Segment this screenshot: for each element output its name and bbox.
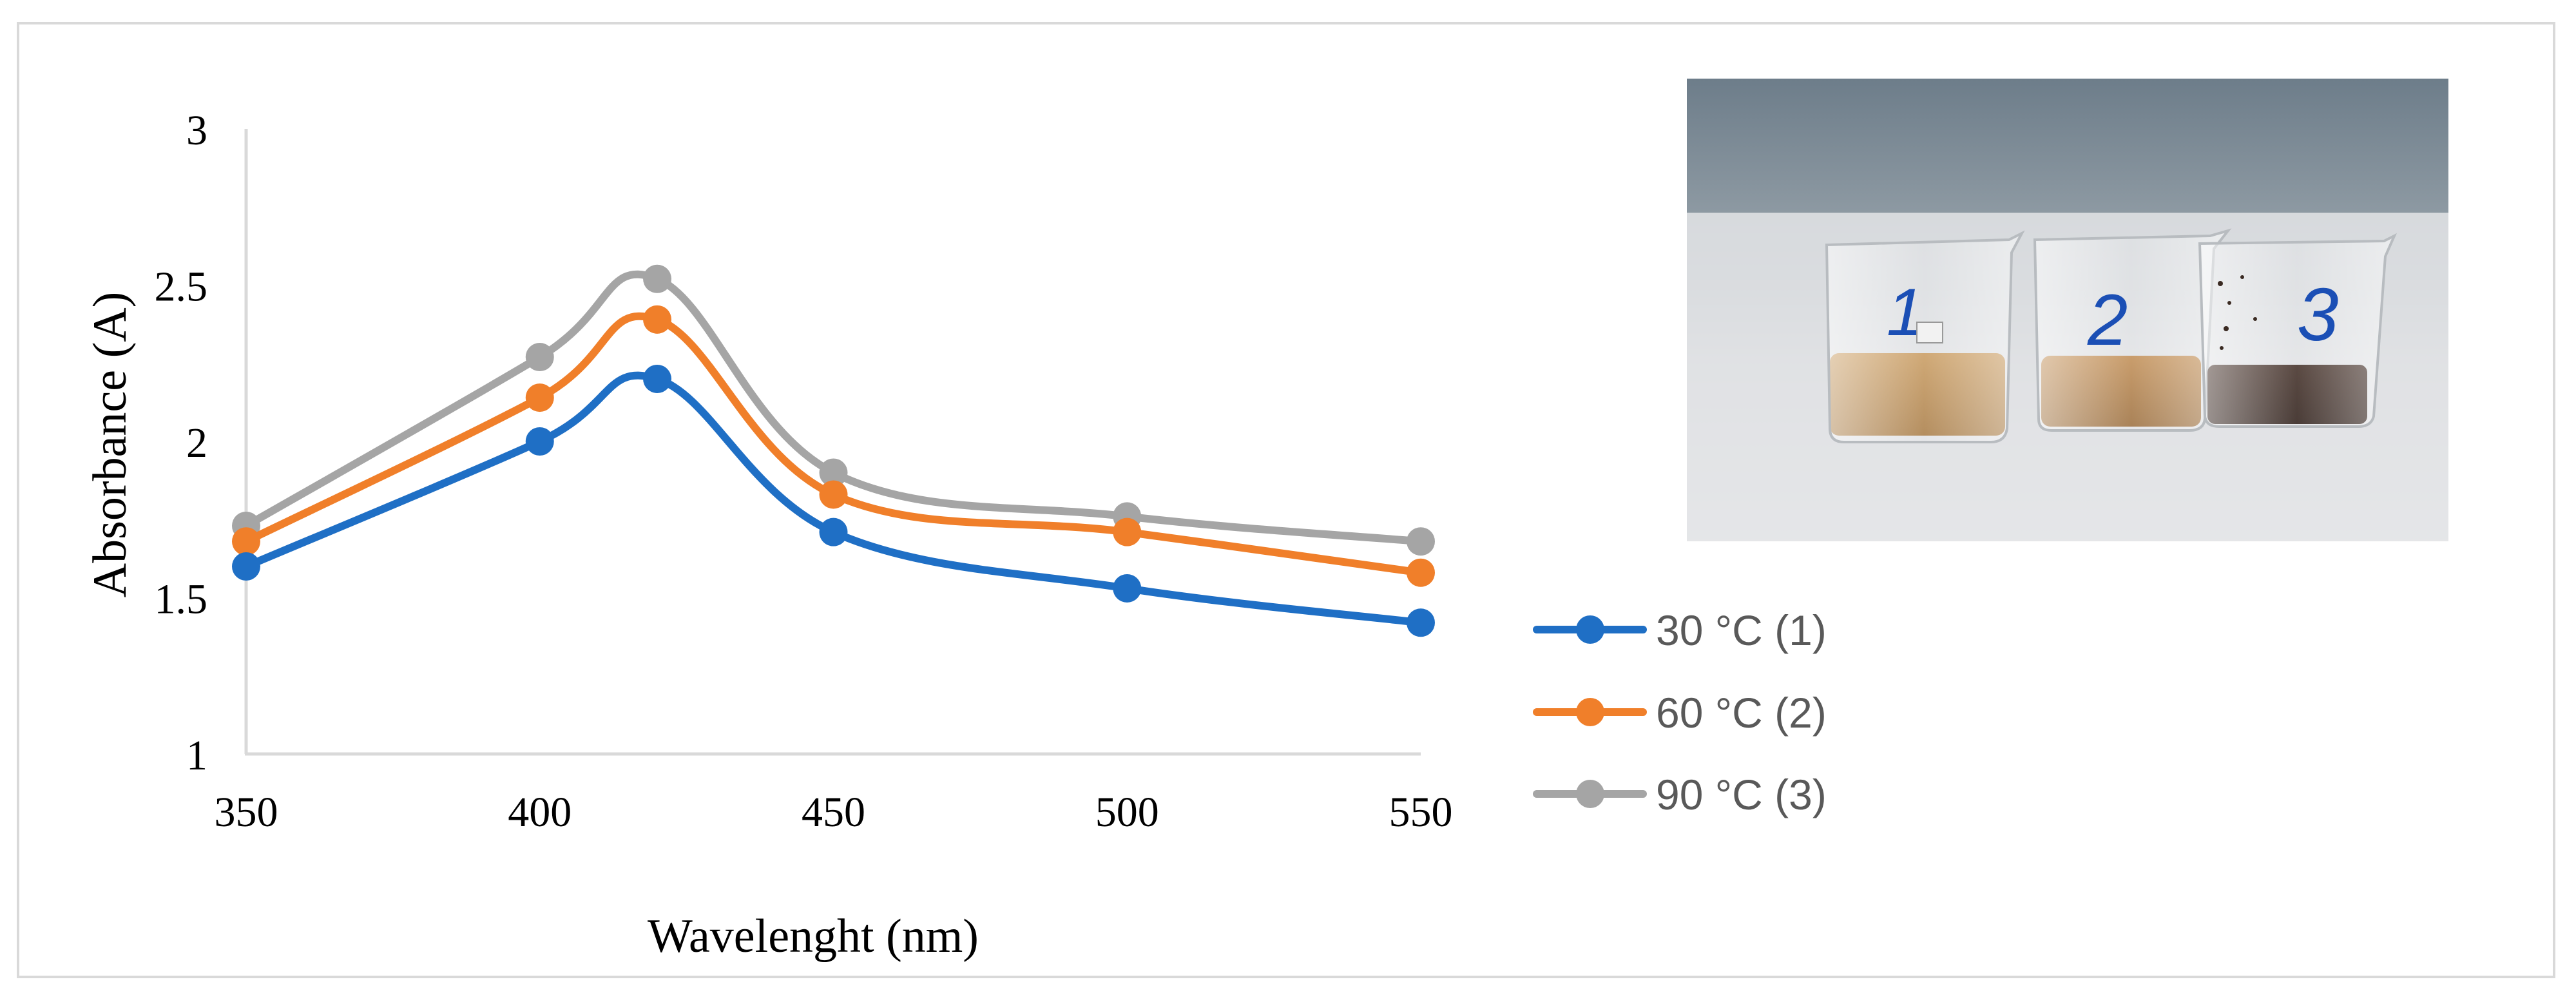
data-point [643, 305, 672, 334]
data-point [525, 343, 554, 372]
legend-label: 90 °C (3) [1656, 771, 1827, 818]
data-point [232, 527, 260, 556]
beaker-2-label: 2 [2087, 280, 2128, 360]
series-layer [232, 264, 1435, 637]
beaker-3: 3 [2198, 233, 2398, 428]
beaker-2: 2 [2033, 228, 2232, 432]
data-point [819, 458, 848, 487]
data-point [1407, 608, 1435, 637]
legend-item-2: 60 °C (2) [1533, 689, 1827, 737]
series-line [242, 270, 1425, 546]
legend-label: 60 °C (2) [1656, 689, 1827, 737]
data-point [819, 517, 848, 546]
legend-item-3: 90 °C (3) [1533, 771, 1827, 818]
data-point [232, 552, 260, 581]
legend-swatch-marker [1576, 780, 1604, 808]
x-tick-label: 350 [215, 789, 278, 836]
y-tick-label: 2 [186, 420, 207, 467]
legend-swatch-marker [1576, 698, 1604, 726]
legend-label: 30 °C (1) [1656, 606, 1827, 654]
y-axis-title: Absorbance (A) [84, 292, 137, 598]
y-tick-label: 3 [186, 107, 207, 154]
x-tick-label: 400 [508, 789, 572, 836]
series-3 [232, 264, 1435, 556]
beaker-3-label: 3 [2297, 273, 2339, 356]
data-point [1407, 527, 1435, 556]
series-2 [232, 305, 1435, 587]
data-point [1113, 574, 1142, 603]
x-tick-label: 550 [1389, 789, 1453, 836]
data-point [1113, 517, 1142, 546]
legend-item-1: 30 °C (1) [1533, 606, 1827, 654]
series-line [242, 371, 1425, 627]
beakers-photo: 1 2 3 [1687, 79, 2448, 541]
y-tick-label: 1 [186, 732, 207, 779]
data-point [1407, 558, 1435, 587]
data-point [525, 383, 554, 412]
y-tick-label: 1.5 [155, 576, 208, 623]
data-point [819, 480, 848, 509]
x-tick-labels: 350 400 450 500 550 [215, 789, 1453, 836]
series-1 [232, 365, 1435, 637]
beaker-1: 1 [1825, 230, 2025, 443]
legend-swatch-marker [1576, 615, 1604, 644]
legend: 30 °C (1) 60 °C (2) 90 °C (3) [1533, 606, 1827, 818]
data-point [525, 427, 554, 456]
x-tick-label: 500 [1095, 789, 1159, 836]
y-tick-labels: 1 1.5 2 2.5 3 [155, 107, 208, 779]
y-tick-label: 2.5 [155, 264, 208, 311]
x-axis-title: Wavelenght (nm) [648, 910, 979, 963]
series-line [242, 312, 1425, 577]
x-tick-label: 450 [802, 789, 865, 836]
data-point [643, 264, 672, 293]
data-point [643, 365, 672, 393]
